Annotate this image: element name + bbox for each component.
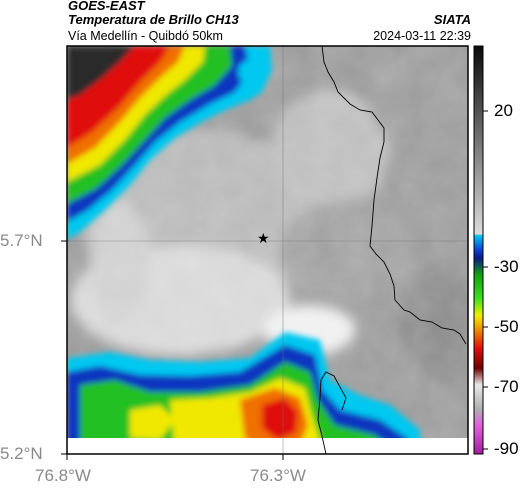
colorbar [473,45,488,455]
source-label: SIATA [433,12,471,27]
map-frame [66,45,469,455]
colorbar-tick-minus50: -50 [494,317,519,336]
boundary-lines [317,46,467,454]
satellite-image [67,46,468,454]
colorbar-tick-minus30: -30 [494,257,519,276]
colorbar-tick-20: 20 [494,101,513,120]
satellite-title: GOES-EAST [68,0,145,13]
colorbar-tick-minus90: -90 [494,439,519,458]
star-icon: ★ [257,230,270,246]
lat-label-north: 5.7°N [0,231,43,250]
lon-label-west: 76.8°W [35,466,91,485]
region-label: Vía Medellín - Quibdó 50km [68,29,223,43]
grid-lines [67,46,468,454]
lat-label-south: 5.2°N [0,444,43,463]
lon-label-east: 76.3°W [250,466,306,485]
colorbar-tick-minus70: -70 [494,377,519,396]
timestamp-label: 2024-03-11 22:39 [373,29,471,43]
product-title: Temperatura de Brillo CH13 [68,12,239,27]
